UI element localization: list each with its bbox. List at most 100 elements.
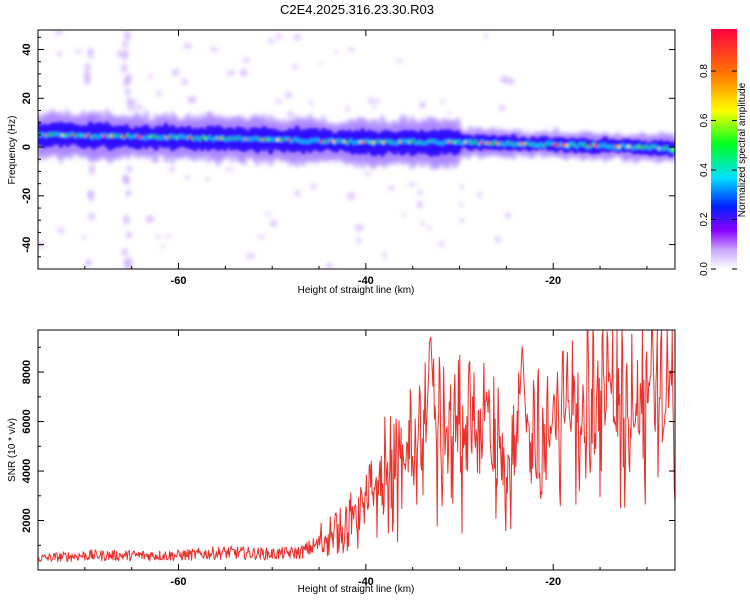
spectrogram-speckle [181,78,189,85]
spectrogram-speckle [293,34,302,41]
spectrogram-streak [126,165,133,173]
spectrogram-speckle [309,99,314,108]
spectrogram-heatmap [38,30,675,269]
snr-x-axis-label: Height of straight line (km) [298,584,415,595]
spectrogram-speckle [477,190,483,198]
spectrogram-streak [88,212,95,221]
spectrogram-speckle [263,212,273,216]
spectrogram-speckle [57,51,62,57]
spectrogram-speckle [310,183,317,189]
spectrogram-speckle [171,68,180,77]
spectrogram-streak [88,164,95,175]
spectrogram-speckle [368,97,374,105]
spectrogram-speckle [294,189,301,198]
spectrogram-streak [126,96,133,108]
spectrogram-speckle [502,78,512,84]
spectrogram-x-tick-label: -60 [171,275,187,287]
spectrogram-x-axis-label: Height of straight line (km) [298,285,415,296]
spectrogram-core [38,121,675,158]
spectrogram-y-tick-label: 40 [21,43,33,55]
spectrogram-speckle [386,186,396,191]
spectrogram-speckle [268,38,274,44]
spectrogram-streak [125,189,132,197]
spectrogram-speckle [256,234,266,240]
spectrogram-speckle [493,235,502,243]
spectrogram-speckle [127,106,137,112]
spectrogram-x-tick-label: -20 [545,275,561,287]
spectrogram-speckle [498,104,506,112]
spectrogram-speckle [427,225,433,231]
spectrogram-speckle [169,165,175,173]
snr-y-tick-label: 2000 [21,508,33,532]
spectrogram-speckle [81,235,87,240]
spectrogram-streak [124,30,131,42]
spectrogram-y-tick-label: -20 [21,188,33,204]
spectrogram-streak [122,48,129,61]
spectrogram-speckle [459,183,464,190]
spectrogram-speckle [325,262,334,269]
snr-x-tick-label: -60 [171,576,187,588]
spectrogram-speckle [440,98,445,105]
spectrogram-speckle [224,166,235,172]
spectrogram-y-tick-label: 20 [21,92,33,104]
spectrogram-speckle [184,175,191,181]
spectrogram-streak [85,258,92,267]
spectrogram-speckle [317,61,324,66]
spectrogram-speckle [136,105,144,110]
spectrogram-speckle [187,96,197,104]
colorbar-ticks: 0.0 0.2 0.4 0.6 0.8 [699,64,737,276]
spectrogram-streak [124,88,131,95]
figure-title: C2E4.2025.316.23.30.R03 [280,2,434,17]
spectrogram-speckle [407,182,417,187]
spectrogram-speckle [160,245,166,249]
spectrogram-speckle [371,105,378,109]
colorbar-tick-label: 0.2 [699,212,710,226]
colorbar-tick-label: 0.8 [699,64,710,78]
spectrogram-speckle [345,105,351,113]
spectrogram-speckle [419,101,426,109]
spectrogram-speckle [437,240,445,248]
spectrogram-speckle [225,70,236,76]
spectrogram-speckle [416,189,424,196]
spectrogram-speckle [146,74,154,80]
spectrogram-speckle [182,42,193,50]
spectrogram-speckle [154,235,163,239]
spectrogram-speckle [374,99,381,104]
colorbar-tick-label: 0.0 [699,262,710,276]
spectrogram-speckle [240,68,248,77]
spectrogram-speckle [401,213,406,217]
spectrogram-y-tick-label: -40 [21,237,33,253]
spectrogram-speckle [459,218,465,223]
snr-y-axis-label: SNR (10 * v/v) [7,418,18,482]
spectrogram-speckle [446,111,453,116]
spectrogram-speckle [241,57,251,63]
spectrogram-speckle [274,99,283,104]
colorbar-tick-label: 0.4 [699,163,710,177]
spectrogram-speckle [483,33,488,39]
colorbar-tick-label: 0.6 [699,113,710,127]
spectrogram-speckle [363,171,373,176]
spectrogram-speckle [117,50,123,59]
spectrogram-streak [121,63,128,73]
spectrogram-hotspot [669,147,675,152]
spectrogram-streak [123,258,130,267]
spectrogram-x-tick-label: -40 [358,275,374,287]
spectrogram-speckle [347,192,355,201]
snr-y-tick-label: 6000 [21,409,33,433]
snr-y-tick-label: 8000 [21,360,33,384]
spectrogram-y-tick-label: 0 [21,144,33,150]
spectrogram-streak [84,75,91,86]
spectrogram-speckle [269,220,278,227]
spectrogram-streak [87,190,94,198]
spectrogram-streak [87,47,94,59]
spectrogram-speckle [275,33,283,40]
snr-x-tick-label: -20 [545,576,561,588]
spectrogram-streak [123,175,130,186]
spectrogram-speckle [334,50,340,55]
spectrogram-speckle [420,221,425,226]
spectrogram-speckle [416,200,423,209]
spectrogram-speckle [396,58,403,64]
colorbar: 0.0 0.2 0.4 0.6 0.8 Normalized spectral ampl… [699,29,748,276]
spectrogram-speckle [354,224,365,231]
